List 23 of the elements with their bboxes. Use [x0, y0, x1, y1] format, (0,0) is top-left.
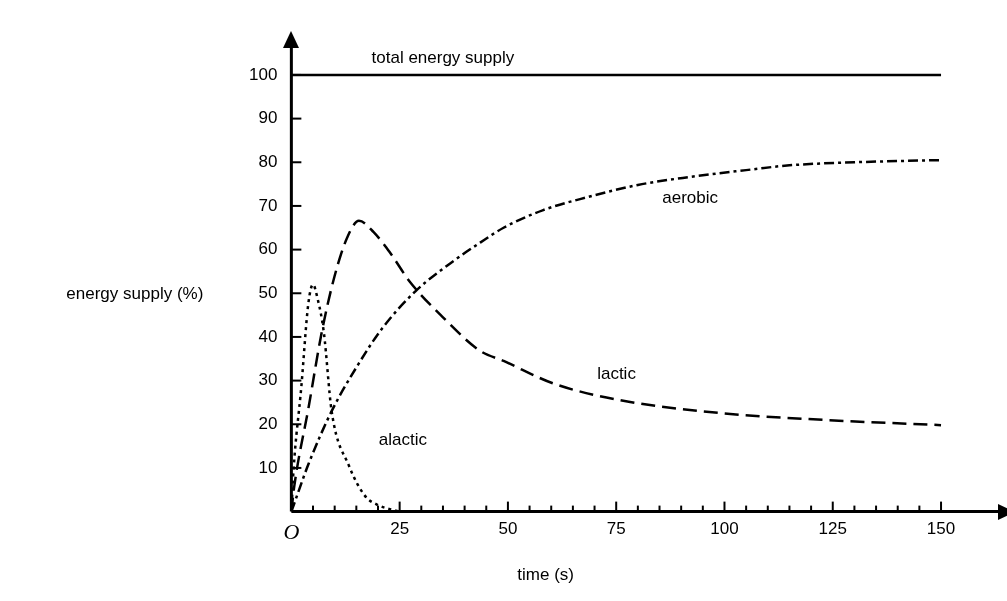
x-tick-label: 75: [606, 519, 626, 539]
series-label: total energy supply: [371, 47, 515, 67]
y-tick-label: 90: [258, 108, 278, 128]
y-tick-label: 20: [258, 413, 278, 433]
series-label: aerobic: [662, 187, 719, 207]
y-tick-label: 50: [258, 282, 278, 302]
y-tick-label: 10: [258, 457, 278, 477]
y-tick-label: 70: [258, 195, 278, 215]
y-tick-label: 100: [248, 64, 278, 84]
x-tick-label: 100: [710, 519, 739, 539]
text: alactic: [378, 429, 428, 449]
x-tick-label: O: [283, 518, 300, 544]
x-axis-title: time (s): [517, 565, 575, 585]
y-tick-label: 60: [258, 239, 278, 259]
x-tick-label: 25: [390, 519, 410, 539]
y-tick-label: 80: [258, 151, 278, 171]
x-tick-label: 50: [498, 519, 518, 539]
x-tick-label: 125: [818, 519, 847, 539]
y-axis-title: energy supply (%): [66, 284, 204, 304]
y-tick-label: 40: [258, 326, 278, 346]
y-tick-label: 30: [258, 370, 278, 390]
x-tick-label: 150: [926, 519, 956, 539]
series-label: lactic: [597, 363, 637, 383]
